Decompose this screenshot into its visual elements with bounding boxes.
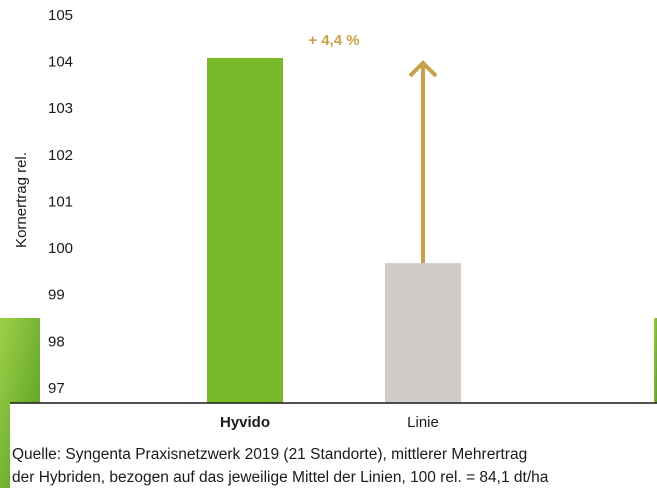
y-axis-label: Kornertrag rel. xyxy=(13,152,30,248)
y-tick-label: 101 xyxy=(48,193,73,210)
background-decor xyxy=(654,318,657,418)
y-tick-label: 99 xyxy=(48,287,65,304)
y-tick-label: 105 xyxy=(48,7,73,24)
y-tick-label: 98 xyxy=(48,333,65,350)
y-tick-label: 100 xyxy=(48,240,73,257)
y-tick-label: 104 xyxy=(48,54,73,71)
source-line: Quelle: Syngenta Praxisnetzwerk 2019 (21… xyxy=(12,446,527,463)
annotation: + 4,4 % xyxy=(308,32,359,49)
source-line: der Hybriden, bezogen auf das jeweilige … xyxy=(12,469,549,486)
x-tick-label: Hyvido xyxy=(220,414,270,431)
bar xyxy=(207,57,283,403)
y-tick-label: 97 xyxy=(48,380,65,397)
y-tick-label: 102 xyxy=(48,147,73,164)
x-tick-label: Linie xyxy=(407,414,439,431)
source-panel xyxy=(10,403,657,488)
arrow-head xyxy=(408,60,438,78)
bar xyxy=(385,263,461,403)
y-tick-label: 103 xyxy=(48,100,73,117)
